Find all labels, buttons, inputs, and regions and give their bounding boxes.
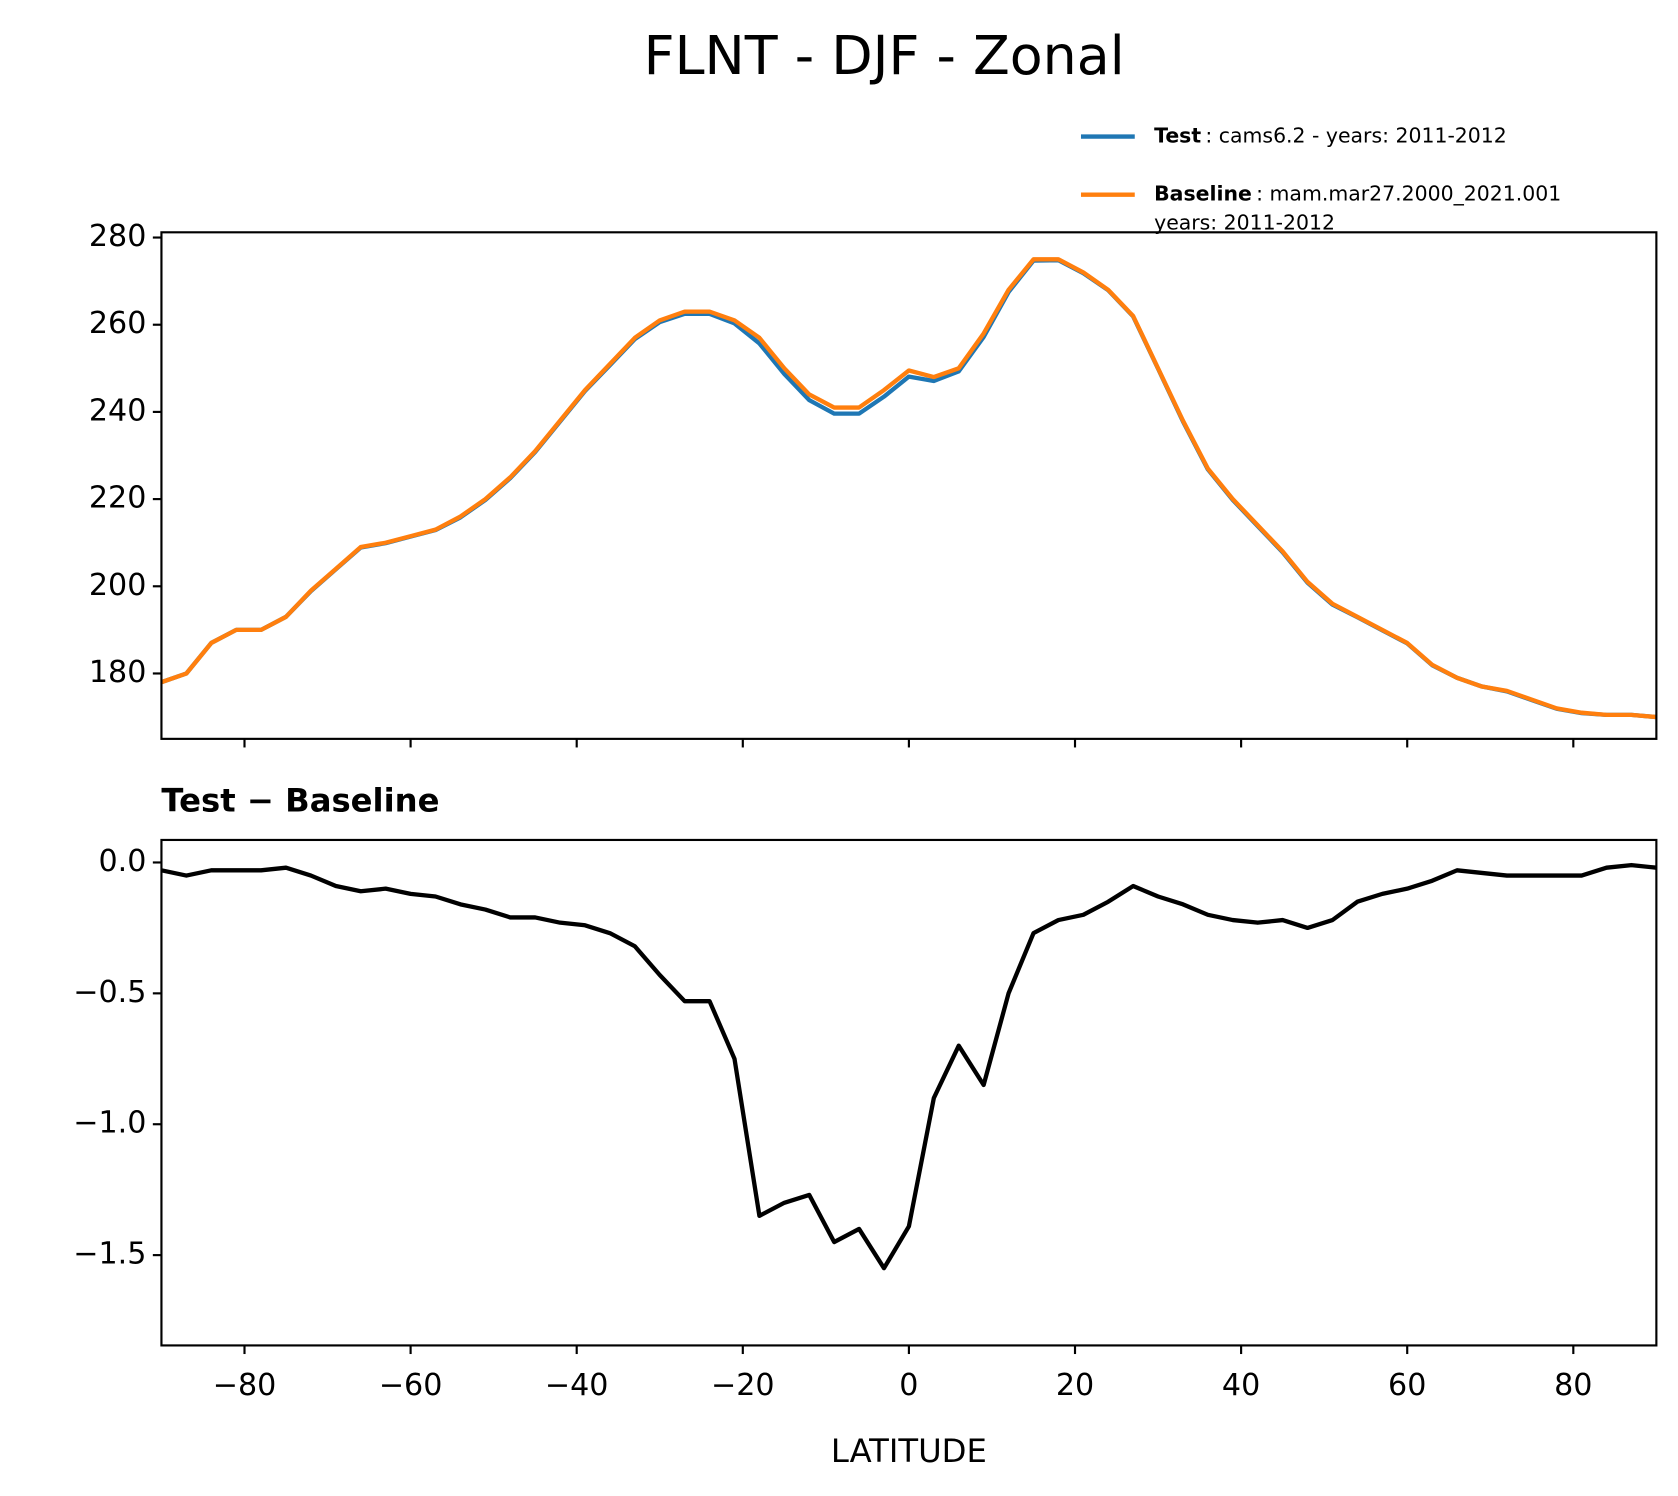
axes-frame	[160, 231, 1658, 740]
y-tick-label: 180	[89, 655, 146, 690]
data-line	[160, 257, 1657, 720]
x-tick-label: −20	[711, 1368, 775, 1403]
y-tick-label: 0.0	[98, 844, 146, 879]
x-tick-label: 0	[899, 1368, 918, 1403]
legend-label: Baseline: mam.mar27.2000_2021.001	[1154, 182, 1561, 207]
figure-title: FLNT - DJF - Zonal	[644, 24, 1125, 87]
axes-frame	[160, 838, 1658, 1347]
legend-description: : cams6.2 - years: 2011-2012	[1205, 124, 1506, 148]
x-tick-label: −60	[379, 1368, 443, 1403]
legend-name: Test	[1154, 124, 1201, 148]
x-tick-label: −40	[545, 1368, 609, 1403]
legend-label: Test: cams6.2 - years: 2011-2012	[1154, 124, 1507, 148]
y-tick-label: 200	[89, 568, 146, 603]
data-line	[161, 862, 1657, 1271]
y-tick-label: 240	[89, 393, 146, 428]
x-tick-label: 60	[1388, 1368, 1426, 1403]
y-tick-label: 260	[89, 306, 146, 341]
legend-name: Baseline	[1154, 182, 1252, 206]
x-tick-label: 20	[1056, 1368, 1094, 1403]
y-tick-label: 220	[89, 481, 146, 516]
x-axis-label: LATITUDE	[831, 1432, 987, 1470]
legend-description: years: 2011-2012	[1154, 211, 1335, 235]
legend-description: : mam.mar27.2000_2021.001	[1256, 182, 1561, 207]
x-tick-label: 80	[1554, 1368, 1592, 1403]
y-tick-label: −1.5	[73, 1237, 146, 1272]
axes-title: Test − Baseline	[161, 781, 439, 819]
y-tick-label: −1.0	[73, 1106, 146, 1141]
x-tick-label: 40	[1222, 1368, 1260, 1403]
y-tick-label: −0.5	[73, 975, 146, 1010]
y-tick-label: 280	[89, 219, 146, 254]
x-tick-label: −80	[213, 1368, 277, 1403]
data-line	[160, 258, 1657, 720]
